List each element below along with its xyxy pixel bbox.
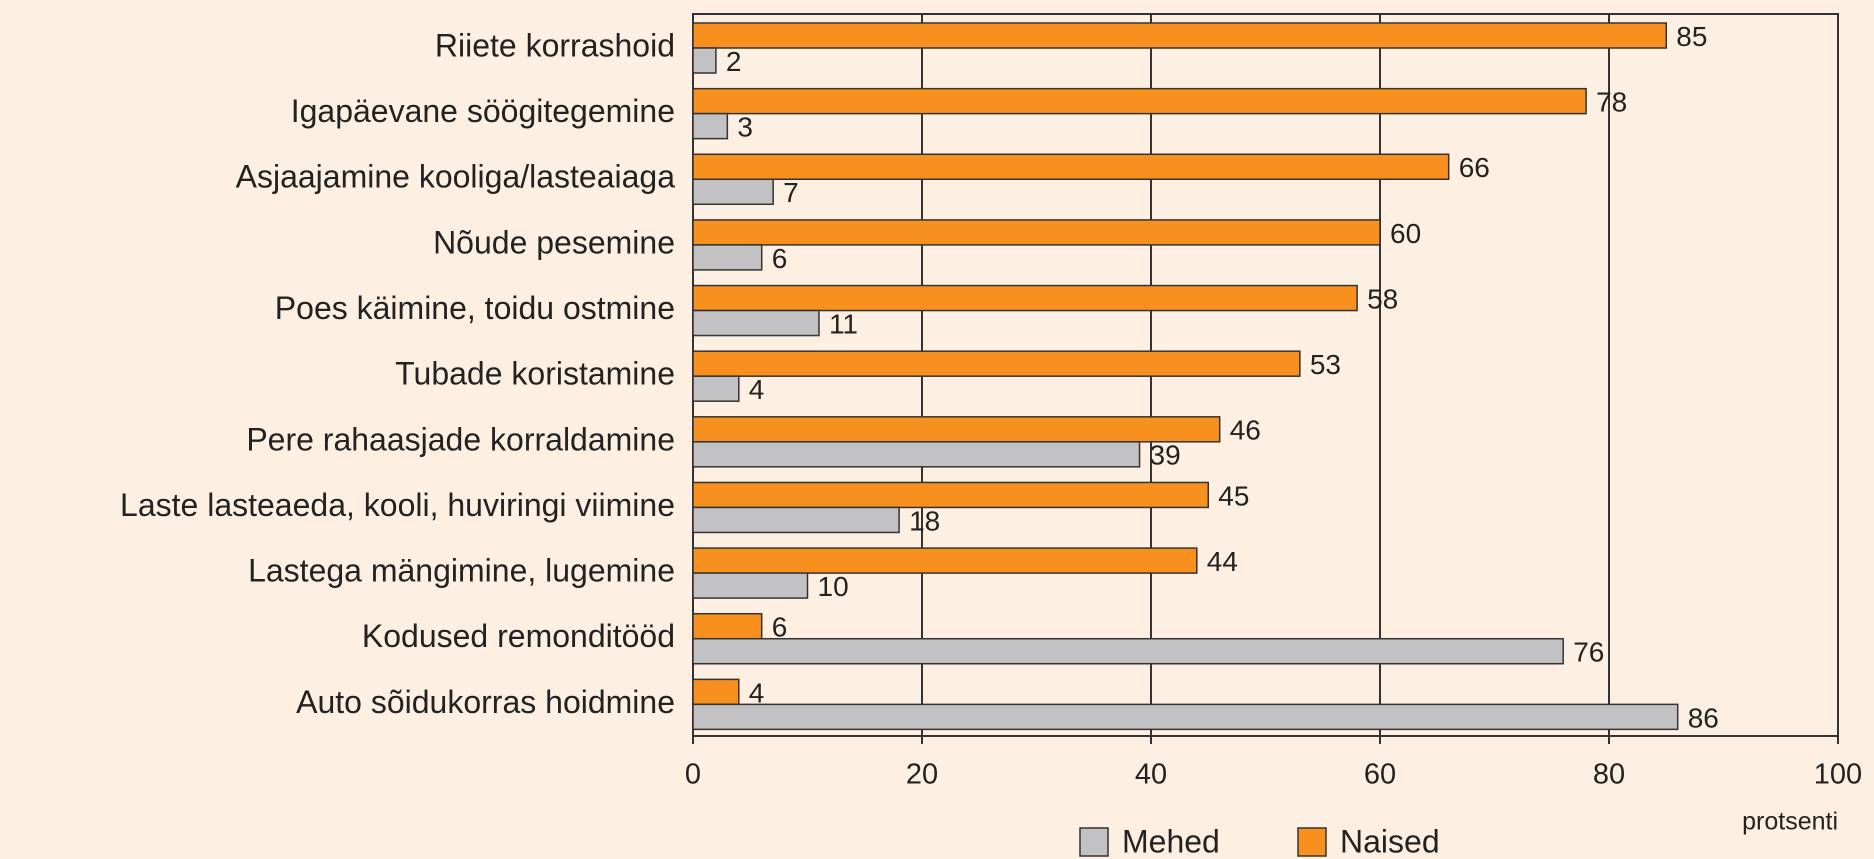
value-label: 6: [772, 612, 788, 643]
value-label: 53: [1310, 349, 1341, 380]
bar: [692, 481, 1209, 509]
legend-swatch: [1297, 827, 1327, 857]
category-label: Nõude pesemine: [433, 224, 675, 260]
value-label: 44: [1207, 546, 1238, 577]
bar: [692, 178, 774, 206]
category-label: Laste lasteaeda, kooli, huviringi viimin…: [120, 487, 675, 523]
bar: [692, 416, 1221, 443]
value-label: 86: [1688, 702, 1719, 733]
value-label: 85: [1676, 21, 1707, 52]
value-label: 76: [1573, 637, 1604, 668]
x-tick-label: 20: [906, 759, 938, 791]
bar: [692, 219, 1381, 246]
value-label: 6: [772, 243, 788, 274]
category-label: Tubade koristamine: [395, 356, 675, 392]
bar: [692, 375, 740, 402]
bar: [692, 22, 1667, 49]
category-label: Poes käimine, toidu ostmine: [275, 290, 675, 326]
value-label: 3: [737, 112, 753, 143]
bar: [692, 506, 900, 534]
legend-swatch: [1079, 827, 1109, 857]
x-tick-label: 80: [1593, 759, 1625, 791]
value-label: 45: [1218, 480, 1249, 511]
value-label: 4: [749, 374, 765, 405]
bar: [692, 637, 1564, 665]
x-tick-label: 100: [1814, 759, 1862, 791]
x-axis-label: protsenti: [1742, 808, 1838, 836]
value-label: 18: [909, 505, 940, 536]
category-label: Igapäevane söögitegemine: [291, 93, 675, 129]
x-tick-label: 60: [1364, 759, 1396, 791]
value-label: 46: [1230, 415, 1261, 446]
category-label: Kodused remonditööd: [362, 618, 675, 654]
bar: [692, 678, 740, 706]
bar: [692, 112, 729, 140]
bar: [692, 703, 1679, 731]
category-label: Asjaajamine kooliga/lasteaiaga: [236, 159, 676, 195]
value-label: 2: [726, 46, 742, 77]
value-label: 60: [1390, 218, 1421, 249]
bar: [692, 441, 1141, 468]
value-label: 11: [829, 308, 858, 339]
bar: [692, 547, 1198, 574]
bar: [692, 350, 1301, 377]
x-tick-label: 40: [1135, 759, 1167, 791]
bar: [692, 612, 763, 640]
category-label: Pere rahaasjade korraldamine: [246, 421, 675, 457]
bar: [692, 284, 1358, 312]
bar: [692, 153, 1450, 181]
category-label: Lastega mängimine, lugemine: [248, 553, 675, 589]
bar: [692, 47, 717, 74]
x-tick-label: 0: [685, 759, 701, 791]
value-label: 58: [1367, 283, 1398, 314]
value-label: 10: [818, 571, 849, 602]
bar: [692, 87, 1587, 115]
category-label: Riiete korrashoid: [435, 27, 675, 63]
bar: [692, 244, 763, 271]
value-label: 7: [783, 177, 799, 208]
value-label: 39: [1150, 440, 1181, 471]
bar: [692, 572, 809, 599]
legend-label: Mehed: [1122, 823, 1220, 859]
category-label: Auto sõidukorras hoidmine: [296, 684, 675, 720]
bar: [692, 309, 820, 337]
legend-label: Naised: [1340, 823, 1440, 859]
value-label: 78: [1596, 87, 1627, 118]
value-label: 66: [1459, 152, 1490, 183]
value-label: 4: [749, 677, 765, 708]
